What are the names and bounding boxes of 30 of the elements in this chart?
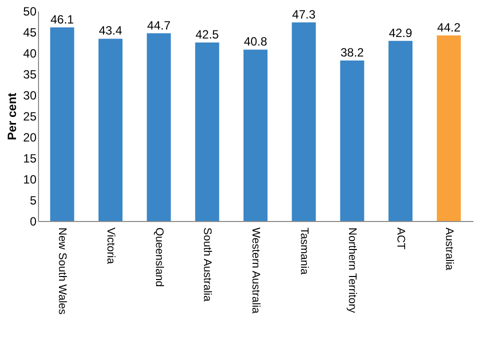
y-tick-label: 30 bbox=[23, 88, 37, 102]
x-tick-label: Queensland bbox=[152, 228, 165, 287]
data-label: 47.3 bbox=[292, 7, 316, 22]
x-tick-label: New South Wales bbox=[56, 228, 68, 316]
y-axis-title: Per cent bbox=[5, 92, 20, 140]
y-tick-label: 0 bbox=[30, 214, 37, 228]
y-tick-label: 5 bbox=[30, 194, 37, 208]
data-label: 38.2 bbox=[340, 46, 364, 60]
y-tick-label: 45 bbox=[23, 26, 37, 40]
data-label: 43.4 bbox=[98, 24, 122, 38]
x-tick-label: Victoria bbox=[104, 228, 116, 265]
data-label: 42.5 bbox=[195, 28, 220, 42]
data-label: 42.9 bbox=[388, 26, 412, 40]
y-tick-label: 25 bbox=[23, 110, 37, 124]
x-tick-label: Australia bbox=[442, 228, 455, 272]
data-label: 46.1 bbox=[50, 12, 74, 26]
y-tick-label: 20 bbox=[23, 130, 37, 144]
x-tick-label: ACT bbox=[394, 228, 406, 250]
data-label: 44.7 bbox=[147, 18, 171, 32]
y-tick-label: 35 bbox=[23, 68, 37, 82]
y-tick-label: 40 bbox=[23, 46, 37, 60]
data-label: 44.2 bbox=[437, 20, 461, 34]
y-tick-label: 50 bbox=[23, 4, 37, 18]
x-tick-label: Northern Territory bbox=[346, 228, 358, 314]
y-tick-label: 15 bbox=[23, 152, 37, 166]
x-tick-label: South Australia bbox=[201, 228, 214, 302]
data-label: 40.8 bbox=[244, 34, 268, 49]
x-tick-label: Western Australia bbox=[250, 228, 262, 314]
x-tick-label: Tasmania bbox=[298, 228, 310, 276]
y-tick-label: 10 bbox=[23, 172, 37, 186]
